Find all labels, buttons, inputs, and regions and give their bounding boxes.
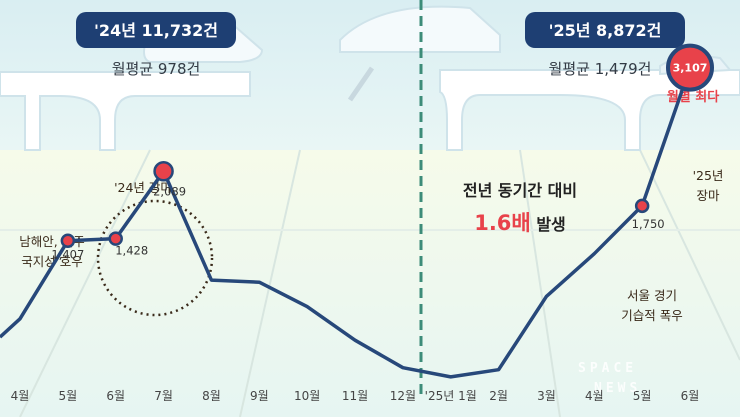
background-floor: [0, 150, 740, 417]
x-tick-label: 3월: [537, 389, 556, 403]
x-tick-label: 4월: [585, 389, 604, 403]
line-layer: [0, 67, 692, 379]
x-tick-label: 4월: [11, 389, 30, 403]
x-tick-label: 12월: [390, 389, 416, 403]
data-point-marker: [60, 233, 76, 248]
series-line: [0, 67, 692, 379]
x-axis-ticks: 4월 5월 6월 7월 8월 9월 10월 11월 12월 '25년 1월 2월 3월 4월 5월 6월: [11, 389, 700, 403]
x-tick-label: 6월: [681, 389, 700, 403]
data-point-marker: [666, 43, 714, 92]
rainy-2024-highlight-circle: [96, 199, 214, 317]
x-tick-label: 5월: [59, 389, 78, 403]
x-tick-label: 2월: [489, 389, 508, 403]
data-point-label: 1,750: [632, 217, 665, 231]
x-tick-label: 5월: [633, 389, 652, 403]
data-point-label: 1,407: [51, 248, 84, 262]
annotation-rainy-2025-1: '25년: [693, 168, 724, 183]
annotation-seoul-2: 기습적 폭우: [621, 308, 682, 323]
data-point-marker: [153, 161, 174, 182]
annotation-rainy-2024: '24년 장마: [114, 180, 172, 195]
compare-value: 1.6배: [474, 211, 531, 235]
pill-left: [76, 12, 236, 48]
x-tick-label: 11월: [342, 389, 368, 403]
right-monthly-average: 월평균 1,479건: [549, 60, 652, 78]
annotation-south-coast-2: 국지성 호우: [21, 254, 82, 269]
data-point-label: 1,428: [115, 244, 148, 258]
x-tick-label: 6월: [106, 389, 125, 403]
data-point-label: 2,089: [153, 184, 186, 198]
compare-suffix: 발생: [531, 215, 566, 234]
data-point-marker: [108, 231, 123, 246]
x-tick-label: '25년 1월: [425, 389, 477, 403]
watermark: SPACE NEWS: [578, 361, 641, 396]
x-tick-label: 10월: [294, 389, 320, 403]
x-tick-label: 9월: [250, 389, 269, 403]
x-tick-label: 8월: [202, 389, 221, 403]
left-monthly-average: 월평균 978건: [112, 60, 201, 78]
annotation-compare-1: 전년 동기간 대비: [463, 181, 577, 200]
watermark-line1: SPACE: [578, 361, 637, 376]
annotation-seoul-1: 서울 경기: [627, 288, 677, 303]
data-point-label: 3,107: [673, 62, 708, 75]
pill-left-text: '24년 11,732건: [94, 21, 218, 40]
pill-right: [525, 12, 685, 48]
annotation-compare-2: 1.6배 발생: [474, 211, 566, 235]
data-point-marker: [634, 198, 650, 214]
x-tick-label: 7월: [154, 389, 173, 403]
annotation-rainy-2025-2: 장마: [696, 188, 720, 203]
watermark-line2: NEWS: [594, 381, 641, 396]
point-layer: 1,407 1,428 2,089 1,750 3,107: [51, 43, 714, 262]
pill-right-text: '25년 8,872건: [549, 21, 662, 40]
